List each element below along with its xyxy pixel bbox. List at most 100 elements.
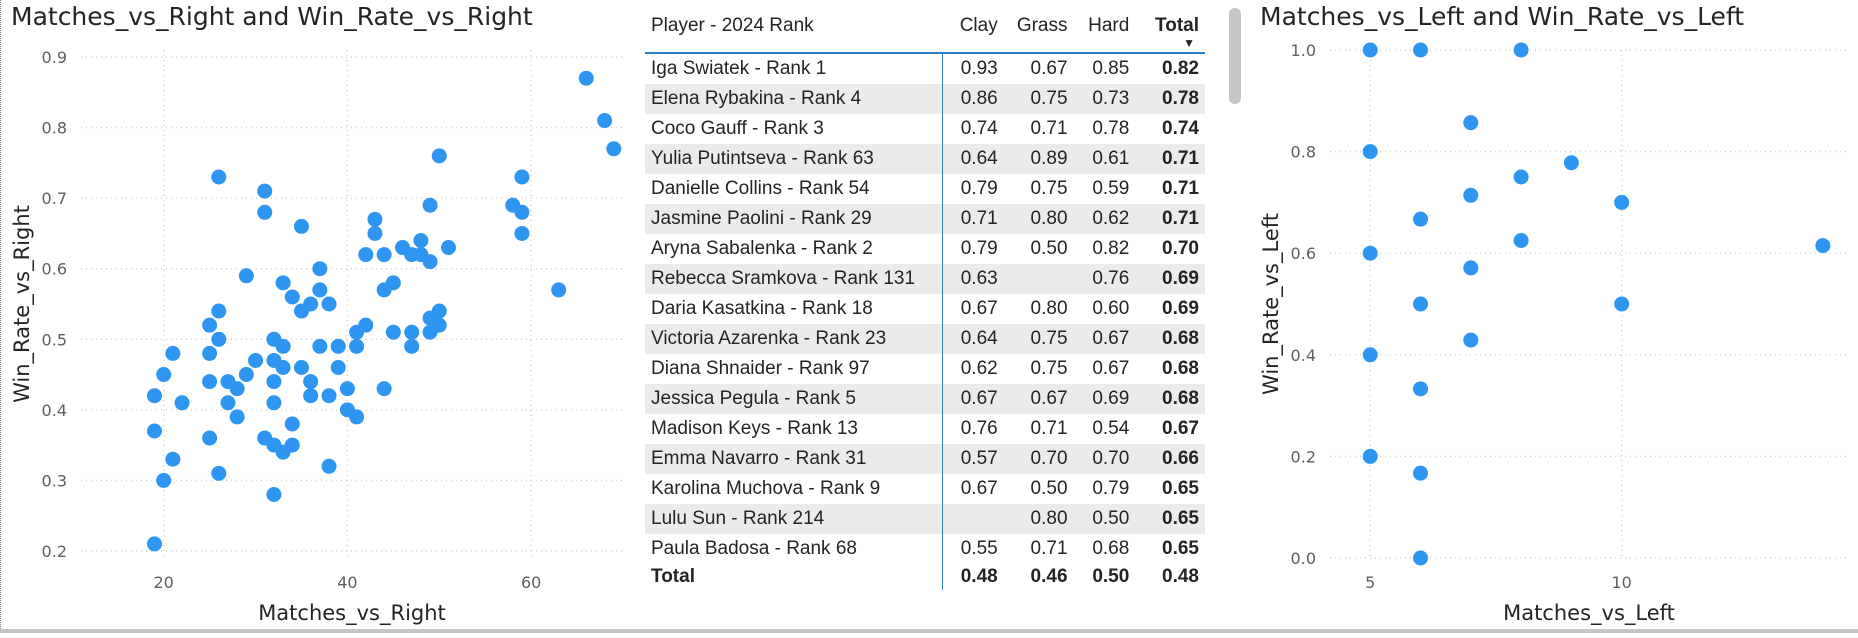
left-chart-data-point[interactable] [275, 360, 291, 375]
left-chart-data-point[interactable] [514, 169, 530, 185]
header-total[interactable]: Total ▼ [1135, 0, 1205, 54]
left-chart-data-point[interactable] [385, 275, 401, 291]
left-chart-data-point[interactable] [293, 360, 309, 375]
left-chart-data-point[interactable] [275, 275, 291, 291]
table-row[interactable]: Aryna Sabalenka - Rank 2 0.79 0.50 0.82 0.70 [645, 234, 1205, 264]
right-chart-data-point[interactable] [1362, 245, 1378, 261]
right-chart-data-point[interactable] [1614, 296, 1630, 312]
right-chart-data-point[interactable] [1413, 296, 1429, 312]
left-chart-data-point[interactable] [578, 70, 594, 86]
left-chart-data-point[interactable] [597, 113, 613, 129]
table-row[interactable]: Jessica Pegula - Rank 5 0.67 0.67 0.69 0.68 [645, 384, 1205, 414]
left-chart-data-point[interactable] [367, 211, 383, 227]
table-scrollbar-thumb[interactable] [1229, 8, 1241, 104]
left-chart-data-point[interactable] [146, 388, 162, 404]
left-chart-data-point[interactable] [358, 317, 374, 333]
left-chart-data-point[interactable] [422, 254, 438, 270]
left-chart-data-point[interactable] [312, 338, 328, 354]
right-chart-data-point[interactable] [1362, 448, 1378, 464]
right-chart-data-point[interactable] [1413, 381, 1429, 397]
left-chart-data-point[interactable] [248, 352, 264, 368]
left-chart-data-point[interactable] [284, 416, 300, 432]
left-chart-data-point[interactable] [404, 338, 420, 354]
left-chart-data-point[interactable] [202, 317, 218, 333]
left-chart-data-point[interactable] [312, 261, 328, 277]
left-chart-data-point[interactable] [156, 367, 172, 383]
right-chart-data-point[interactable] [1413, 465, 1429, 481]
left-chart-data-point[interactable] [312, 282, 328, 298]
right-chart-data-point[interactable] [1362, 144, 1378, 160]
table-row[interactable]: Emma Navarro - Rank 31 0.57 0.70 0.70 0.66 [645, 444, 1205, 474]
left-chart-data-point[interactable] [606, 141, 622, 157]
left-chart-data-point[interactable] [303, 374, 319, 390]
table-row[interactable]: Karolina Muchova - Rank 9 0.67 0.50 0.79 0.6… [645, 474, 1205, 504]
table-row[interactable]: Lulu Sun - Rank 214 0.80 0.50 0.65 [645, 504, 1205, 534]
left-chart-data-point[interactable] [422, 197, 438, 213]
left-chart-data-point[interactable] [376, 247, 392, 263]
table-row[interactable]: Iga Swiatek - Rank 1 0.93 0.67 0.85 0.82 [645, 53, 1205, 84]
table-row[interactable]: Daria Kasatkina - Rank 18 0.67 0.80 0.60 0.6… [645, 294, 1205, 324]
left-chart-data-point[interactable] [257, 183, 273, 199]
table-row[interactable]: Paula Badosa - Rank 68 0.55 0.71 0.68 0.65 [645, 534, 1205, 564]
table-row[interactable]: Elena Rybakina - Rank 4 0.86 0.75 0.73 0.78 [645, 84, 1205, 114]
left-chart-data-point[interactable] [211, 465, 227, 481]
left-chart-data-point[interactable] [330, 338, 346, 354]
left-chart-data-point[interactable] [211, 303, 227, 319]
right-chart-data-point[interactable] [1413, 211, 1429, 227]
left-chart-data-point[interactable] [266, 487, 282, 502]
left-chart-data-point[interactable] [431, 317, 447, 333]
left-chart-data-point[interactable] [376, 381, 392, 397]
right-handed-scatter-chart[interactable]: 20 40 600.20.30.40.50.60.70.80.9Matches_vs… [1, 0, 634, 633]
left-chart-data-point[interactable] [514, 204, 530, 220]
left-chart-data-point[interactable] [284, 437, 300, 453]
left-handed-scatter-chart[interactable]: 5 10 0.0 0.2 0.4 0.6 0.8 1.0 Matches_vs_Left Win_… [1250, 0, 1858, 633]
left-chart-data-point[interactable] [551, 282, 567, 298]
left-chart-data-point[interactable] [211, 331, 227, 347]
header-clay[interactable]: Clay [942, 0, 1004, 54]
sort-descending-icon[interactable]: ▼ [1183, 36, 1195, 50]
left-chart-data-point[interactable] [266, 374, 282, 390]
left-chart-data-point[interactable] [238, 268, 254, 284]
left-chart-data-point[interactable] [413, 233, 429, 248]
page-bottom-scrollbar[interactable] [0, 629, 1858, 633]
table-row[interactable]: Danielle Collins - Rank 54 0.79 0.75 0.59 0.… [645, 174, 1205, 204]
left-chart-data-point[interactable] [303, 388, 319, 404]
left-chart-data-point[interactable] [284, 289, 300, 305]
right-chart-data-point[interactable] [1513, 169, 1529, 185]
left-chart-data-point[interactable] [321, 388, 337, 404]
left-chart-data-point[interactable] [339, 381, 355, 397]
left-chart-data-point[interactable] [202, 430, 218, 446]
right-chart-data-point[interactable] [1463, 187, 1479, 203]
left-chart-data-point[interactable] [165, 451, 181, 467]
right-chart-data-point[interactable] [1614, 194, 1630, 210]
left-chart-data-point[interactable] [238, 367, 254, 383]
left-chart-data-point[interactable] [514, 225, 530, 241]
left-chart-data-point[interactable] [385, 324, 401, 340]
table-row[interactable]: Victoria Azarenka - Rank 23 0.64 0.75 0.67 0… [645, 324, 1205, 354]
right-chart-data-point[interactable] [1362, 42, 1378, 58]
right-chart-data-point[interactable] [1463, 332, 1479, 348]
right-chart-data-point[interactable] [1362, 347, 1378, 363]
table-row[interactable]: Rebecca Sramkova - Rank 131 0.63 0.76 0.69 [645, 264, 1205, 294]
table-row[interactable]: Madison Keys - Rank 13 0.76 0.71 0.54 0.67 [645, 414, 1205, 444]
table-row[interactable]: Yulia Putintseva - Rank 63 0.64 0.89 0.61 0.… [645, 144, 1205, 174]
left-chart-data-point[interactable] [367, 225, 383, 241]
left-chart-data-point[interactable] [275, 338, 291, 354]
right-chart-data-point[interactable] [1463, 260, 1479, 276]
left-chart-data-point[interactable] [257, 204, 273, 220]
left-chart-data-point[interactable] [174, 395, 190, 411]
left-chart-data-point[interactable] [156, 472, 172, 488]
right-chart-data-point[interactable] [1563, 155, 1579, 171]
left-chart-data-point[interactable] [293, 218, 309, 234]
right-chart-data-point[interactable] [1815, 238, 1831, 254]
left-chart-data-point[interactable] [404, 324, 420, 340]
header-grass[interactable]: Grass [1003, 0, 1074, 54]
left-chart-data-point[interactable] [431, 303, 447, 319]
left-chart-data-point[interactable] [349, 409, 365, 425]
left-chart-data-point[interactable] [440, 240, 456, 256]
left-chart-data-point[interactable] [321, 458, 337, 474]
left-chart-data-point[interactable] [330, 360, 346, 375]
left-chart-data-point[interactable] [220, 395, 236, 411]
left-chart-data-point[interactable] [211, 169, 227, 185]
right-chart-data-point[interactable] [1413, 550, 1429, 566]
